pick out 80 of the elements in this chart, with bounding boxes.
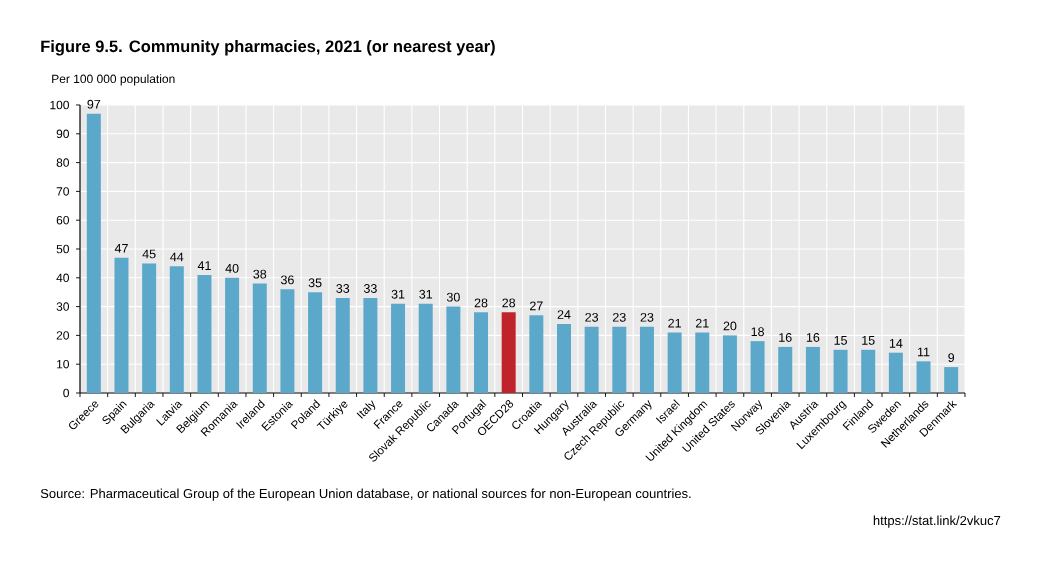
bar [556,323,571,393]
bar [446,306,461,393]
data-label: 16 [806,333,820,342]
bar [916,361,931,393]
data-label: 15 [862,336,875,345]
bar [418,303,433,393]
bar [86,113,101,393]
y-tick-label: 0 [63,388,70,398]
x-tick-label: Italy [356,400,376,419]
data-label: 21 [695,318,709,328]
bar [280,289,295,393]
data-label: 27 [530,301,543,311]
chart-title: Figure 9.5. Community pharmacies, 2021 (or nearest year) [41,40,495,56]
y-tick-label: 30 [56,302,70,311]
data-label: 44 [170,252,184,262]
y-tick-label: 20 [56,331,70,340]
bar [114,257,129,393]
bar [335,297,350,393]
data-label: 33 [363,284,377,293]
data-label: 41 [197,261,211,270]
data-label: 47 [114,244,128,253]
data-label: 31 [419,289,433,299]
bar [169,266,184,393]
bar [197,274,212,393]
bar [639,326,654,393]
bar [474,312,489,393]
text: https://stat.link/2vkuc7 [873,515,1001,528]
bar [363,297,378,393]
data-label: 11 [917,347,930,357]
data-label: 23 [640,312,654,322]
y-tick-label: 90 [56,129,70,139]
bar [722,335,737,393]
y-tick-label: 100 [50,100,69,110]
data-label: 31 [391,289,405,299]
data-label: 23 [585,312,599,322]
data-label: 40 [225,263,239,273]
bar [308,292,323,393]
bar [695,332,710,393]
bar [529,315,544,393]
bar [778,346,793,393]
data-label: 45 [142,249,156,259]
data-label: 18 [751,327,764,337]
bar [612,326,627,393]
bar [252,283,267,393]
bar [584,326,599,393]
y-tick-label: 70 [56,187,70,196]
y-tick-label: 50 [56,244,70,254]
bar [833,349,848,393]
bar [861,349,876,393]
bar [501,312,516,393]
bar [391,303,406,393]
bar [805,346,820,393]
data-label: 21 [668,318,681,328]
data-label: 28 [502,298,516,308]
data-label: 38 [253,269,267,279]
data-label: 20 [723,321,737,331]
y-axis-title: Per 100 000 population [52,74,175,86]
bar [225,277,240,393]
data-label: 30 [446,292,460,302]
y-tick-label: 40 [56,273,70,283]
data-label: 24 [557,310,571,319]
bar [944,367,959,393]
data-label: 23 [612,312,626,322]
data-label: 28 [474,298,488,308]
y-tick-label: 10 [57,359,70,369]
bar [750,341,765,393]
bar [667,332,682,393]
bar [888,352,903,393]
data-label: 33 [336,284,350,293]
bar [142,263,157,393]
data-label: 9 [948,353,955,363]
data-label: 16 [779,333,792,342]
y-tick-label: 60 [56,215,70,225]
data-label: 14 [889,339,903,348]
data-label: 97 [87,99,101,109]
data-label: 35 [308,278,322,288]
source-note: Source: Pharmaceutical Group of the European Union database, or national sources for non-European countries. [40,488,691,501]
data-label: 36 [280,275,294,285]
y-tick-label: 80 [56,158,70,167]
data-label: 15 [834,336,847,345]
